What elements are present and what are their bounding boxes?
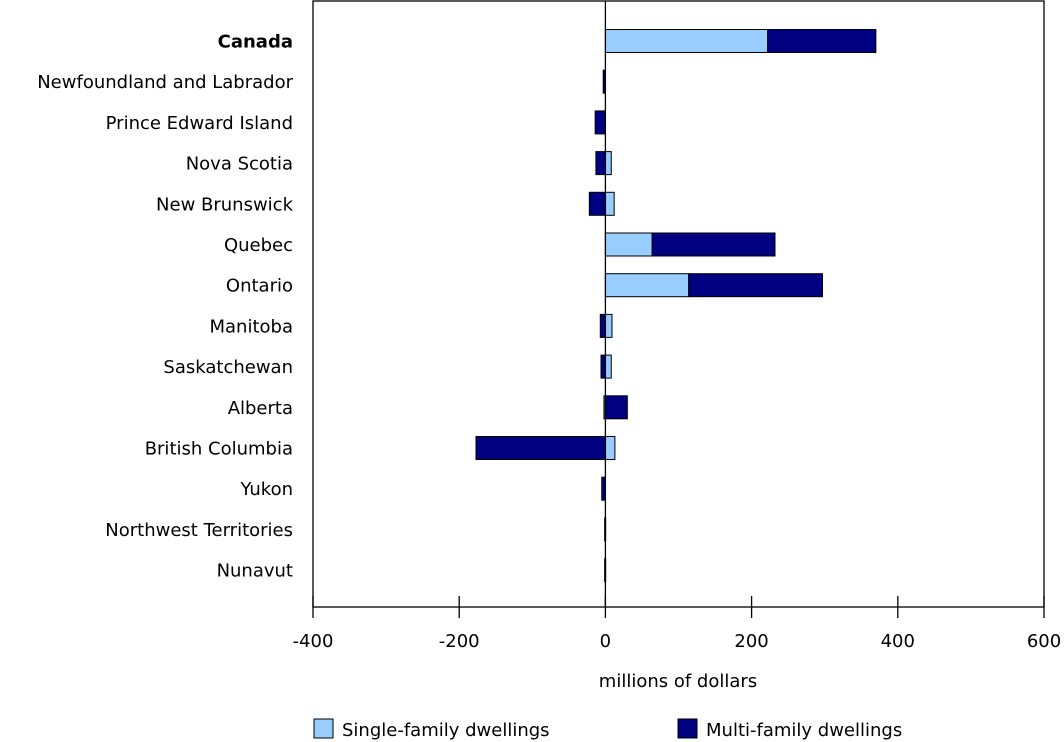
category-labels: Canada Newfoundland and Labrador Prince Ed…	[37, 32, 293, 582]
category-label-alberta: Alberta	[228, 398, 293, 419]
category-label-yukon: Yukon	[239, 479, 293, 500]
bar-saskatchewan-single-family-dwellings	[604, 354, 612, 379]
x-tick-label: 600	[1027, 631, 1061, 652]
x-tick-label: -400	[293, 631, 334, 652]
category-label-new-brunswick: New Brunswick	[156, 194, 294, 215]
bar-saskatchewan-multi-family-dwellings	[600, 354, 606, 379]
category-label-canada: Canada	[218, 32, 293, 53]
legend-label-single-family: Single-family dwellings	[342, 720, 550, 741]
category-label-nova-scotia: Nova Scotia	[186, 154, 293, 175]
x-tick-label: 0	[600, 631, 611, 652]
x-axis-ticks: -400 -200 0 200 400 600	[293, 596, 1061, 652]
legend-label-multi-family: Multi-family dwellings	[706, 720, 902, 741]
bar-canada-single-family-dwellings	[604, 29, 769, 53]
bar-ontario-multi-family-dwellings	[688, 273, 824, 298]
category-label-quebec: Quebec	[224, 235, 293, 256]
x-tick-label: 200	[734, 631, 768, 652]
category-label-prince-edward-island: Prince Edward Island	[106, 113, 293, 134]
bar-manitoba-multi-family-dwellings	[599, 313, 606, 338]
x-axis-title: millions of dollars	[599, 671, 757, 692]
bar-british-columbia-single-family-dwellings	[604, 436, 616, 460]
bar-quebec-single-family-dwellings	[604, 232, 653, 257]
category-label-ontario: Ontario	[226, 276, 293, 297]
bars-layer	[475, 29, 877, 583]
plot-frame	[312, 0, 1045, 608]
category-label-newfoundland-and-labrador: Newfoundland and Labrador	[37, 72, 293, 93]
legend-swatch-single-family	[313, 718, 334, 739]
legend-item-multi-family: Multi-family dwellings	[677, 718, 902, 741]
bar-nova-scotia-single-family-dwellings	[604, 151, 612, 176]
category-label-saskatchewan: Saskatchewan	[163, 357, 293, 378]
category-label-nunavut: Nunavut	[217, 561, 293, 582]
category-label-northwest-territories: Northwest Territories	[105, 520, 293, 541]
legend-item-single-family: Single-family dwellings	[313, 718, 550, 741]
bar-new-brunswick-single-family-dwellings	[604, 191, 615, 216]
bar-canada-multi-family-dwellings	[767, 29, 877, 53]
bar-british-columbia-multi-family-dwellings	[475, 436, 606, 460]
category-label-british-columbia: British Columbia	[145, 439, 293, 460]
legend: Single-family dwellings Multi-family dwe…	[313, 718, 902, 741]
bar-alberta-multi-family-dwellings	[604, 395, 628, 420]
x-tick-label: -200	[439, 631, 480, 652]
x-tick-label: 400	[881, 631, 915, 652]
bar-ontario-single-family-dwellings	[604, 273, 690, 298]
plot-border	[312, 0, 1045, 608]
bar-quebec-multi-family-dwellings	[651, 232, 776, 257]
bar-manitoba-single-family-dwellings	[604, 313, 613, 338]
bar-nova-scotia-multi-family-dwellings	[595, 151, 606, 176]
bar-prince-edward-island-multi-family-dwellings	[594, 110, 606, 135]
bar-new-brunswick-multi-family-dwellings	[588, 191, 606, 216]
category-label-manitoba: Manitoba	[210, 316, 294, 337]
legend-swatch-multi-family	[677, 718, 698, 739]
